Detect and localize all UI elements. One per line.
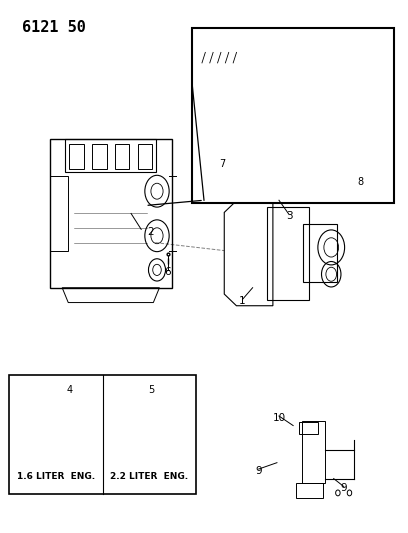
Bar [267,207,309,300]
Polygon shape [111,395,184,458]
Text: 6121 50: 6121 50 [22,20,86,35]
Bar [69,144,84,168]
Text: 8: 8 [357,177,363,187]
Bar [302,421,324,483]
Text: 9: 9 [255,466,262,475]
Text: 9: 9 [341,483,347,493]
Polygon shape [133,398,162,430]
Text: 1.6 LITER  ENG.: 1.6 LITER ENG. [17,472,95,481]
Text: 2: 2 [147,227,154,237]
Polygon shape [202,63,280,185]
Bar [65,139,156,172]
Polygon shape [17,395,83,458]
Text: 3: 3 [286,211,293,221]
Text: 1: 1 [239,296,246,306]
Bar [137,144,152,168]
Bar [50,139,172,288]
Bar [9,375,196,495]
Bar [303,224,337,282]
Text: 10: 10 [273,413,286,423]
Bar [192,28,395,203]
Text: 7: 7 [219,159,225,169]
Bar [296,483,323,498]
Circle shape [33,406,62,445]
Text: 4: 4 [66,384,72,394]
Bar [299,422,318,434]
Bar [115,144,129,168]
Text: 6: 6 [164,267,171,277]
Bar [50,176,68,251]
Text: 2.2 LITER  ENG.: 2.2 LITER ENG. [110,472,188,481]
Text: 5: 5 [148,384,154,394]
Bar [92,144,107,168]
